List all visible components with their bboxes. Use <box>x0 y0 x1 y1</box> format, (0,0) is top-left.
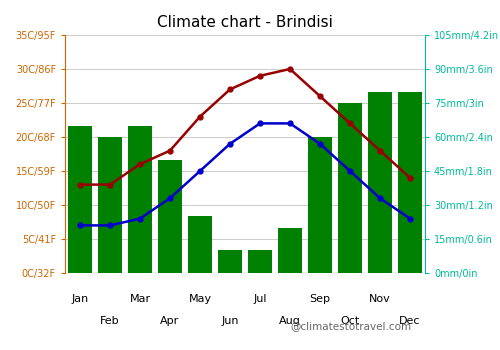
Bar <box>158 160 182 273</box>
Text: Feb: Feb <box>100 316 120 326</box>
Bar <box>278 228 302 273</box>
Bar <box>98 137 122 273</box>
Text: Dec: Dec <box>399 316 421 326</box>
Bar <box>368 92 392 273</box>
Text: Sep: Sep <box>310 294 330 304</box>
Bar <box>68 126 92 273</box>
Bar <box>398 92 422 273</box>
Bar <box>218 250 242 273</box>
Text: Jul: Jul <box>254 294 267 304</box>
Bar <box>248 250 272 273</box>
Text: Jan: Jan <box>72 294 88 304</box>
Bar <box>338 103 362 273</box>
Text: Apr: Apr <box>160 316 180 326</box>
Text: May: May <box>188 294 212 304</box>
Bar <box>128 126 152 273</box>
Text: Jun: Jun <box>221 316 239 326</box>
Text: Aug: Aug <box>279 316 301 326</box>
Bar <box>308 137 332 273</box>
Text: @climatestotravel.com: @climatestotravel.com <box>290 321 411 331</box>
Text: Nov: Nov <box>369 294 391 304</box>
Title: Climate chart - Brindisi: Climate chart - Brindisi <box>157 15 333 30</box>
Bar <box>188 216 212 273</box>
Text: Mar: Mar <box>130 294 150 304</box>
Text: Oct: Oct <box>340 316 359 326</box>
